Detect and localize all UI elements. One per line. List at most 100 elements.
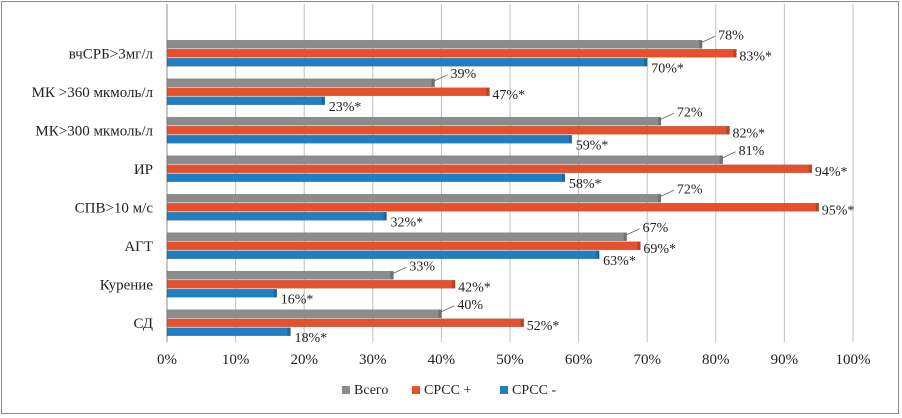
- data-label: 40%: [457, 298, 483, 313]
- label-leader: [722, 151, 736, 159]
- data-label: 81%: [739, 144, 765, 159]
- bar: [166, 155, 723, 165]
- legend-label: СРСС +: [424, 383, 471, 398]
- category-label: СПВ>10 м/с: [75, 200, 154, 216]
- bar-cap: [596, 250, 600, 259]
- bar: [166, 309, 442, 319]
- category-label: СД: [134, 316, 154, 332]
- x-tick-label: 40%: [428, 352, 456, 368]
- bar-cap: [431, 78, 435, 87]
- data-label: 63%*: [603, 254, 636, 269]
- bar-cap: [561, 173, 565, 182]
- legend-label: Всего: [354, 383, 388, 398]
- bar: [166, 57, 648, 67]
- data-label: 23%*: [329, 100, 362, 115]
- data-label: 69%*: [643, 242, 676, 257]
- bar: [166, 173, 566, 183]
- x-tick-label: 30%: [359, 352, 387, 368]
- x-tick-label: 0%: [157, 352, 177, 368]
- bar: [166, 48, 737, 58]
- bar: [166, 202, 820, 212]
- bar-cap: [321, 96, 325, 105]
- bar-cap: [383, 212, 387, 221]
- bar: [166, 232, 627, 242]
- bar: [166, 87, 490, 97]
- label-leader: [441, 305, 455, 313]
- data-labels: 78% 83%* 70%* 39% 47%* 23%* 72% 82%* 59%* 81% 94%*…: [281, 28, 855, 346]
- category-label: вчСРБ>3мг/л: [69, 46, 154, 62]
- label-leader: [660, 189, 675, 197]
- bar-cap: [733, 49, 737, 58]
- x-tick-label: 100%: [836, 352, 871, 368]
- bar: [166, 125, 730, 135]
- legend-swatch: [412, 386, 420, 394]
- category-label: ИР: [134, 162, 153, 178]
- label-leader: [434, 74, 448, 82]
- data-label: 16%*: [281, 292, 314, 307]
- x-tick-label: 90%: [771, 352, 799, 368]
- data-label: 72%: [677, 182, 703, 197]
- label-leader: [660, 112, 675, 120]
- legend-swatch: [500, 386, 508, 394]
- bar-cap: [287, 327, 291, 336]
- bar: [166, 78, 435, 88]
- category-label: Курение: [100, 277, 154, 293]
- bar: [166, 327, 291, 337]
- data-label: 82%*: [733, 126, 766, 141]
- bar-cap: [452, 280, 456, 289]
- label-leader: [701, 35, 716, 43]
- bar-cap: [568, 135, 572, 144]
- x-tick-label: 50%: [496, 352, 524, 368]
- x-tick-label: 80%: [702, 352, 730, 368]
- data-label: 78%: [718, 28, 744, 43]
- x-tick-label: 20%: [290, 352, 318, 368]
- label-leader: [626, 228, 640, 236]
- data-label: 95%*: [822, 203, 855, 218]
- bar-cap: [726, 126, 730, 135]
- bar-cap: [520, 318, 524, 327]
- data-label: 42%*: [458, 280, 491, 295]
- bar-cap: [390, 271, 394, 280]
- category-label: АГТ: [124, 239, 153, 255]
- data-label: 33%: [409, 259, 435, 274]
- x-tick-label: 60%: [565, 352, 593, 368]
- bar-cap: [657, 194, 661, 203]
- data-label: 83%*: [739, 49, 772, 64]
- bar-cap: [486, 87, 490, 96]
- data-label: 32%*: [391, 215, 424, 230]
- bar-cap: [719, 155, 723, 164]
- bar-cap: [623, 232, 627, 241]
- bar: [166, 250, 600, 260]
- bar: [166, 279, 456, 289]
- data-label: 39%: [451, 67, 477, 82]
- x-tick-label: 70%: [633, 352, 661, 368]
- x-axis-ticks: 0% 10% 20% 30% 40% 50% 60% 70% 80% 90% 100%: [157, 352, 871, 368]
- data-label: 47%*: [492, 88, 525, 103]
- bar: [166, 39, 703, 49]
- category-label: МК >360 мкмоль/л: [32, 85, 154, 101]
- data-label: 59%*: [576, 138, 609, 153]
- bar-cap: [808, 164, 812, 173]
- x-tick-label: 10%: [222, 352, 250, 368]
- bar-cap: [699, 40, 703, 49]
- bar-cap: [657, 117, 661, 126]
- bar-cap: [644, 58, 648, 67]
- bar: [166, 164, 813, 174]
- data-label: 70%*: [651, 61, 684, 76]
- bar: [166, 134, 573, 144]
- bar-cap: [438, 309, 442, 318]
- data-label: 94%*: [815, 165, 848, 180]
- bar: [166, 96, 326, 106]
- bar-cap: [637, 241, 641, 250]
- bar: [166, 318, 525, 328]
- data-label: 67%: [643, 221, 669, 236]
- data-label: 72%: [677, 105, 703, 120]
- bar: [166, 241, 641, 251]
- bar: [166, 270, 394, 280]
- bar: [166, 116, 662, 126]
- data-label: 18%*: [294, 331, 327, 346]
- data-label: 58%*: [569, 177, 602, 192]
- label-leader: [393, 266, 407, 274]
- legend-swatch: [342, 386, 350, 394]
- bar: [166, 211, 387, 221]
